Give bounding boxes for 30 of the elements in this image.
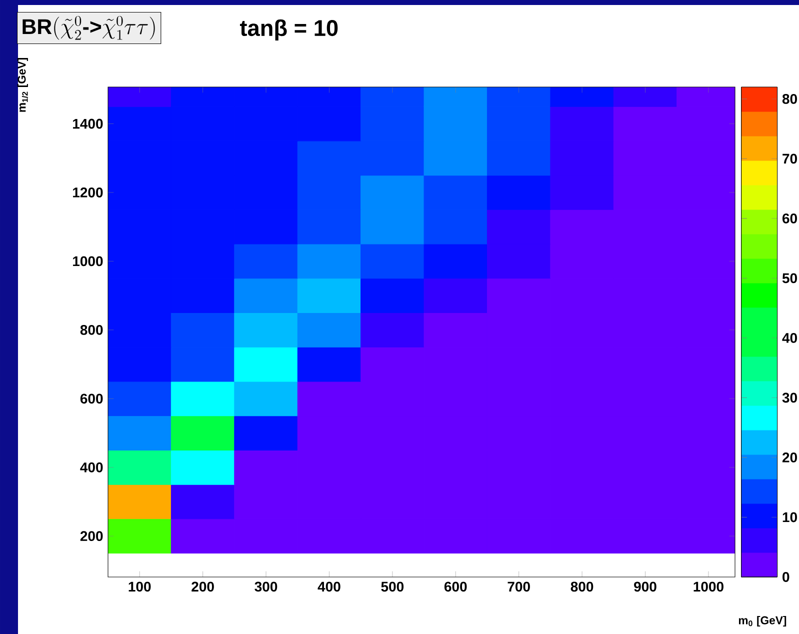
color-bar-label: 50 [782, 273, 797, 284]
y-tick-label: 1400 [73, 118, 103, 129]
y-tick-label: 800 [80, 324, 103, 335]
y-tick-label: 400 [80, 462, 103, 472]
color-bar-label: 70 [782, 154, 797, 164]
y-tick-label: 1200 [73, 188, 103, 198]
chart-title: $\textbf{BR}(\tilde{\chi}_{2}^{0}\textbf{->}\tilde{\chi}_{1}^{0}\tau\tau)$ [22, 16, 155, 40]
color-bar-label: 80 [782, 94, 797, 104]
y-tick-label: 200 [80, 531, 103, 542]
y-tick-label: 600 [80, 394, 103, 404]
x-tick-label: 800 [570, 582, 594, 592]
y-tick-label: 1000 [73, 256, 103, 266]
x-tick-label: 1000 [694, 582, 724, 592]
x-tick-label: 100 [128, 582, 151, 592]
color-bar-label: 40 [782, 333, 797, 343]
x-tick-label: 200 [192, 582, 214, 592]
x-tick-label: 400 [318, 582, 340, 592]
color-bar-label: 0 [782, 572, 790, 582]
x-tick-label: 700 [508, 582, 530, 592]
x-tick-label: 500 [381, 582, 404, 592]
x-tick-label: 900 [634, 582, 656, 592]
x-tick-label: 300 [254, 582, 278, 592]
color-bar-label: 20 [782, 452, 797, 462]
y-axis-title: m$_{1/2}$ [GeV] [17, 58, 28, 112]
chart-subtitle: tanβ = 10 [240, 19, 338, 41]
color-bar-label: 30 [782, 392, 797, 403]
x-axis-title: m$_{0}$ [GeV] [738, 616, 786, 627]
x-tick-label: 600 [444, 582, 467, 592]
color-bar-label: 10 [782, 512, 797, 522]
color-bar-label: 60 [782, 214, 797, 224]
